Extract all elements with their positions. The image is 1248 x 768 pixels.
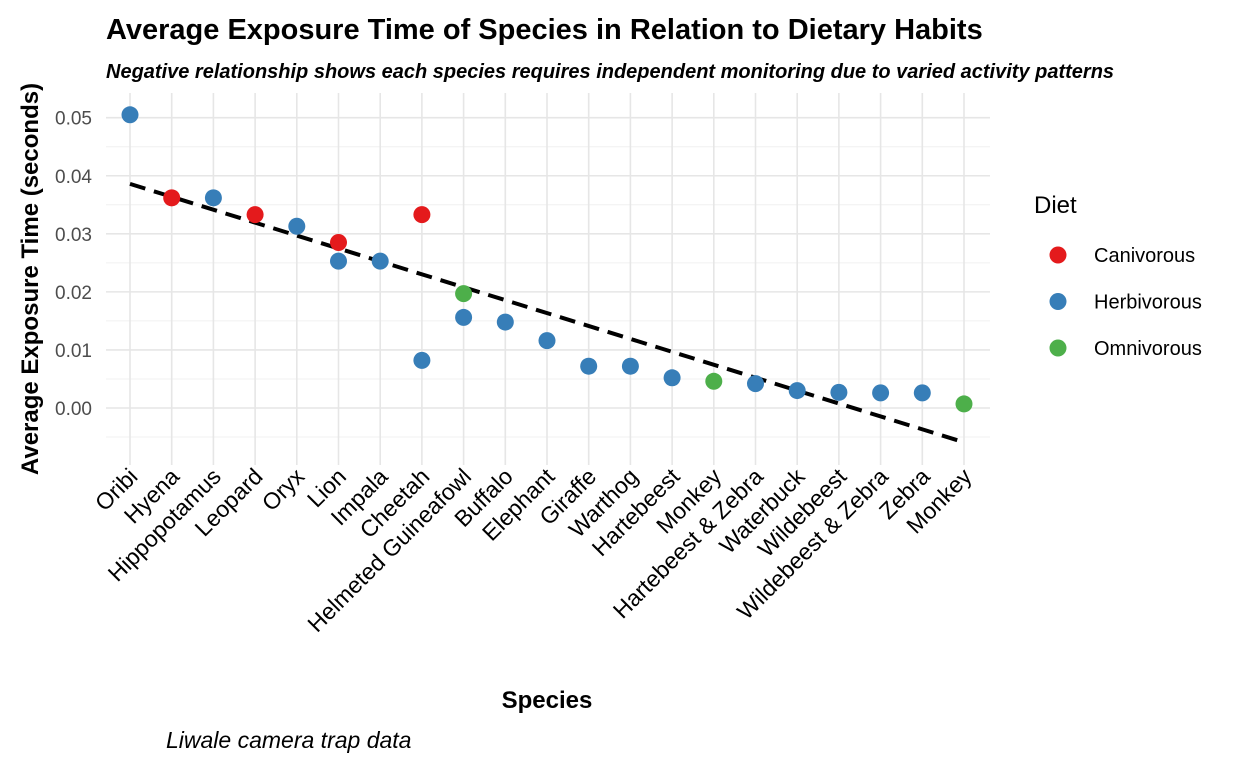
legend-key-canivorous: [1049, 246, 1067, 264]
legend-items: Canivorous Herbivorous Omnivorous: [1049, 245, 1202, 360]
data-point-herbivorous: [788, 382, 806, 400]
grid: [106, 93, 990, 465]
data-point-canivorous: [413, 206, 431, 224]
data-point-herbivorous: [747, 375, 764, 393]
data-point-herbivorous: [538, 332, 556, 350]
legend-label: Canivorous: [1094, 245, 1195, 267]
y-axis-ticks: 0.00 0.01 0.02 0.03 0.04 0.05: [55, 109, 92, 420]
trend-line-group: [129, 181, 965, 445]
data-point-herbivorous: [496, 313, 514, 331]
legend-label: Herbivorous: [1094, 292, 1202, 314]
data-point-herbivorous: [913, 384, 931, 402]
y-tick-label: 0.03: [55, 225, 92, 246]
data-point-herbivorous: [830, 383, 848, 401]
legend: Diet Canivorous Herbivorous Omnivorous: [1034, 192, 1202, 360]
data-point-herbivorous: [204, 189, 222, 207]
data-point-canivorous: [163, 189, 181, 207]
data-point-herbivorous: [663, 369, 681, 387]
data-point-omnivorous: [455, 285, 473, 303]
data-point-omnivorous: [705, 372, 723, 390]
legend-key-omnivorous: [1049, 339, 1067, 357]
data-point-canivorous: [246, 206, 264, 224]
chart-subtitle: Negative relationship shows each species…: [106, 61, 1114, 83]
x-axis-ticks: OribiHyenaHippopotamusLeopardOryxLionImp…: [90, 463, 977, 637]
y-tick-label: 0.01: [55, 341, 92, 362]
data-point-canivorous: [330, 234, 347, 252]
legend-label: Omnivorous: [1094, 338, 1202, 360]
data-point-herbivorous: [413, 351, 431, 369]
data-point-herbivorous: [621, 357, 639, 375]
data-points: [121, 106, 973, 413]
x-tick-label: Oryx: [257, 463, 310, 516]
data-point-omnivorous: [955, 395, 973, 413]
legend-key-herbivorous: [1049, 293, 1067, 310]
data-point-herbivorous: [330, 252, 347, 270]
trend-line: [129, 181, 965, 445]
y-tick-label: 0.02: [55, 283, 92, 304]
data-point-herbivorous: [580, 357, 598, 375]
data-point-herbivorous: [371, 252, 389, 270]
data-point-herbivorous: [121, 106, 139, 124]
legend-title: Diet: [1034, 192, 1077, 219]
chart-title: Average Exposure Time of Species in Rela…: [106, 14, 983, 46]
y-tick-label: 0.04: [55, 167, 92, 188]
y-tick-label: 0.05: [55, 109, 92, 130]
y-tick-label: 0.00: [55, 399, 92, 420]
data-point-herbivorous: [288, 217, 306, 235]
data-point-herbivorous: [455, 308, 473, 326]
y-axis-title: Average Exposure Time (seconds): [17, 83, 44, 475]
x-axis-title: Species: [502, 687, 593, 714]
data-point-herbivorous: [872, 384, 890, 402]
chart-caption: Liwale camera trap data: [166, 727, 411, 753]
